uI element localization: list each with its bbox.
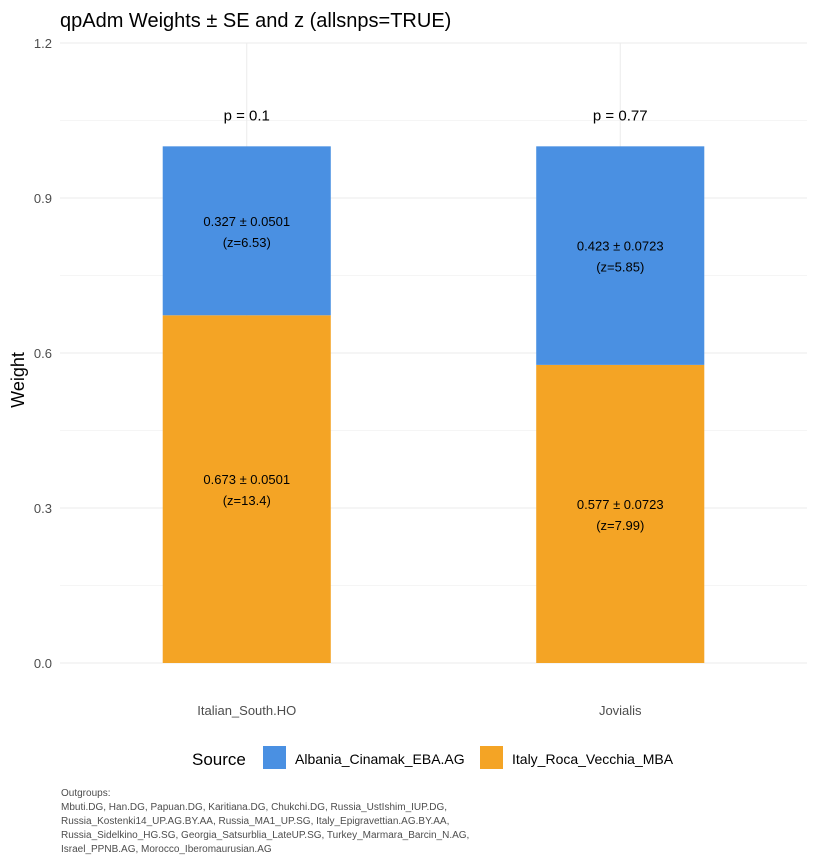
caption-line: Mbuti.DG, Han.DG, Papuan.DG, Karitiana.D… (61, 802, 447, 813)
legend-label: Albania_Cinamak_EBA.AG (295, 751, 465, 767)
bar-segment (536, 146, 705, 365)
bar-value-label: 0.327 ± 0.0501 (203, 214, 290, 229)
p-value-label: p = 0.77 (593, 107, 648, 124)
p-value-label: p = 0.1 (224, 107, 270, 124)
y-axis-title: Weight (8, 352, 28, 408)
bar-value-label: 0.423 ± 0.0723 (577, 239, 664, 254)
bar-labels: 0.673 ± 0.0501 (z=13.4) 0.327 ± 0.0501 (z=6… (203, 107, 663, 533)
legend-label: Italy_Roca_Vecchia_MBA (512, 751, 674, 767)
bar-z-label: (z=6.53) (223, 235, 271, 250)
bar-z-label: (z=5.85) (596, 260, 644, 275)
x-tick-label: Italian_South.HO (197, 703, 296, 718)
caption-line: Israel_PPNB.AG, Morocco_Iberomaurusian.A… (61, 844, 272, 855)
caption-line: Outgroups: (61, 788, 110, 799)
legend-swatch (480, 746, 503, 769)
y-tick-label: 0.3 (34, 501, 52, 516)
legend: Source Albania_Cinamak_EBA.AG Italy_Roca_… (192, 746, 674, 769)
chart-title: qpAdm Weights ± SE and z (allsnps=TRUE) (60, 10, 451, 32)
bar-z-label: (z=7.99) (596, 518, 644, 533)
x-tick-label: Jovialis (599, 703, 642, 718)
bar-z-label: (z=13.4) (223, 493, 271, 508)
legend-swatch (263, 746, 286, 769)
y-axis-ticks: 0.0 0.3 0.6 0.9 1.2 (34, 36, 52, 671)
y-tick-label: 0.6 (34, 346, 52, 361)
y-tick-label: 0.9 (34, 191, 52, 206)
y-tick-label: 0.0 (34, 656, 52, 671)
legend-title: Source (192, 750, 246, 769)
caption-line: Russia_Sidelkino_HG.SG, Georgia_Satsurbl… (61, 830, 469, 841)
bar-segment (162, 315, 331, 663)
caption: Outgroups: Mbuti.DG, Han.DG, Papuan.DG, … (61, 788, 469, 855)
bar-value-label: 0.577 ± 0.0723 (577, 497, 664, 512)
bars (162, 146, 705, 663)
bar-segment (162, 146, 331, 316)
x-axis-ticks: Italian_South.HO Jovialis (197, 703, 642, 718)
bar-segment (536, 364, 705, 663)
caption-line: Russia_Kostenki14_UP.AG.BY.AA, Russia_MA… (61, 816, 449, 827)
y-tick-label: 1.2 (34, 36, 52, 51)
bar-value-label: 0.673 ± 0.0501 (203, 472, 290, 487)
